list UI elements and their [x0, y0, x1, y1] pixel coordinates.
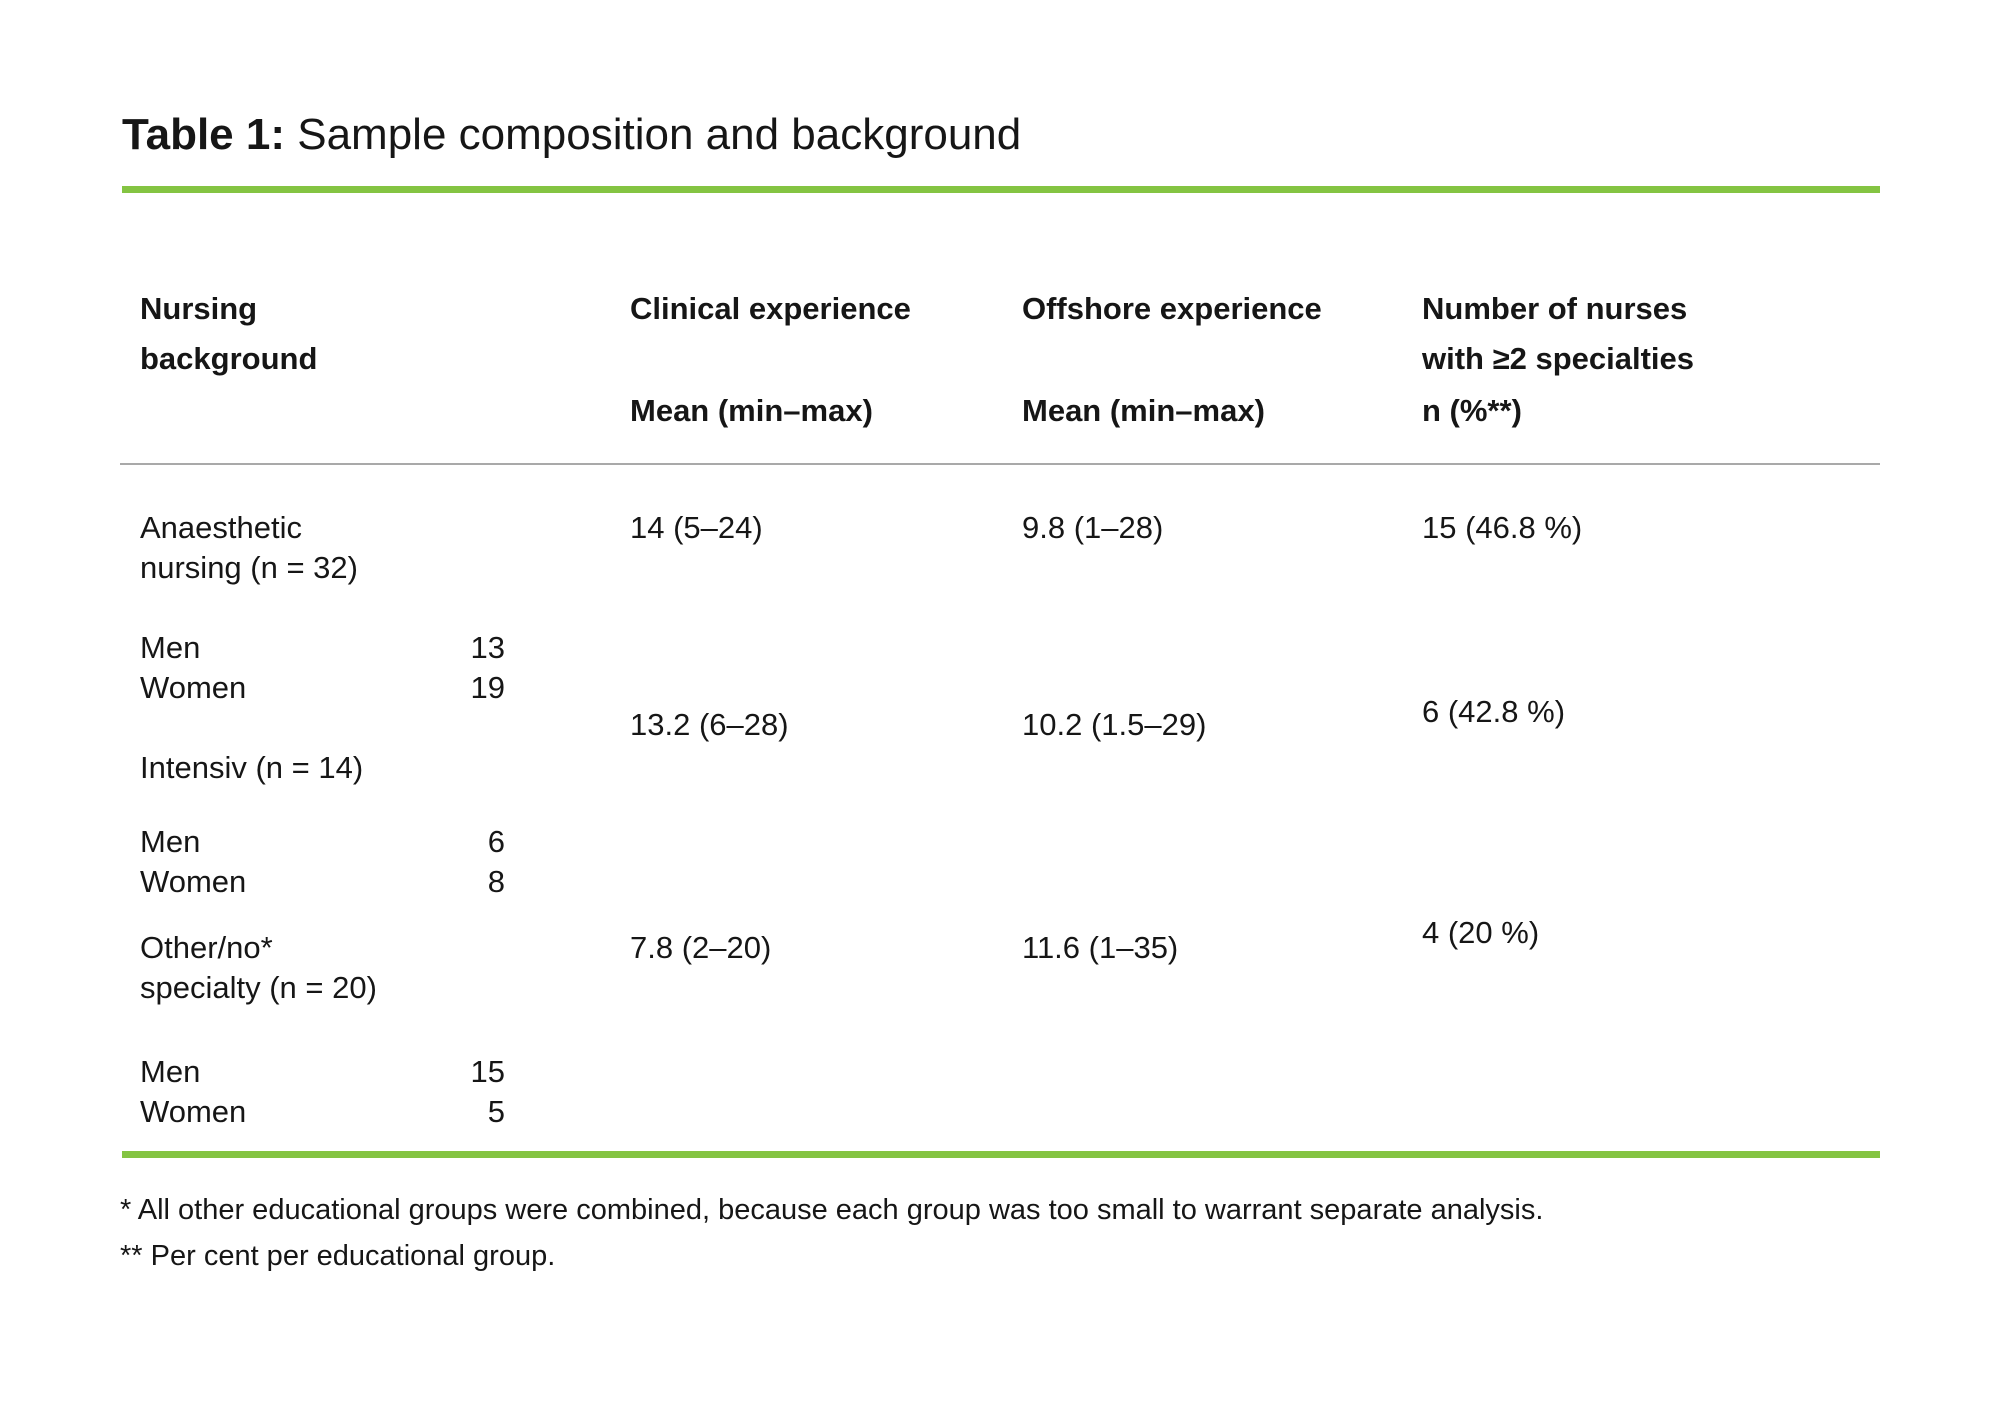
- group1-women-count: 19: [470, 670, 505, 705]
- group3-men-label: Men: [140, 1054, 201, 1089]
- group2-gender-labels: Men Women: [140, 822, 246, 902]
- table-caption-text: Sample composition and background: [285, 110, 1022, 159]
- group3-label-line1: Other/no*: [140, 930, 273, 965]
- group3-specialties-value: 4 (20 %): [1422, 915, 1540, 950]
- group1-gender-labels: Men Women: [140, 628, 246, 708]
- group3-gender-labels: Men Women: [140, 1052, 246, 1132]
- header-clinical-mean: Mean (min–max): [630, 393, 873, 428]
- group1-clinical-value: 14 (5–24): [630, 510, 763, 545]
- header-divider-rule: [120, 463, 1880, 465]
- group3-offshore-value: 11.6 (1–35): [1022, 930, 1179, 965]
- group3-women-label: Women: [140, 1094, 247, 1129]
- group3-gender-counts: 15 5: [375, 1052, 505, 1132]
- top-green-rule: [122, 186, 1880, 193]
- group1-label-line2: nursing (n = 32): [140, 550, 358, 585]
- header-nurses-line2: with ≥2 specialties: [1422, 341, 1695, 376]
- header-nurses-n-pct: n (%**): [1422, 393, 1522, 428]
- header-offshore-experience: Offshore experience: [1022, 291, 1322, 326]
- group1-specialties-value: 15 (46.8 %): [1422, 510, 1583, 545]
- group3-label: Other/no* specialty (n = 20): [140, 928, 377, 1008]
- group1-men-count: 13: [470, 630, 505, 665]
- group2-women-label: Women: [140, 864, 247, 899]
- header-clinical-experience: Clinical experience: [630, 291, 911, 326]
- group1-women-label: Women: [140, 670, 247, 705]
- header-nursing-background: Nursing background: [140, 284, 317, 384]
- group3-men-count: 15: [470, 1054, 505, 1089]
- group3-women-count: 5: [487, 1094, 505, 1129]
- group1-men-label: Men: [140, 630, 201, 665]
- group3-clinical-value: 7.8 (2–20): [630, 930, 772, 965]
- group2-specialties-value: 6 (42.8 %): [1422, 694, 1566, 729]
- group1-label-line1: Anaesthetic: [140, 510, 302, 545]
- group2-gender-counts: 6 8: [375, 822, 505, 902]
- group2-men-label: Men: [140, 824, 201, 859]
- group2-clinical-value: 13.2 (6–28): [630, 707, 789, 742]
- group2-men-count: 6: [487, 824, 505, 859]
- group1-gender-counts: 13 19: [375, 628, 505, 708]
- bottom-green-rule: [122, 1151, 1880, 1158]
- header-nursing-line1: Nursing: [140, 291, 258, 326]
- header-offshore-mean: Mean (min–max): [1022, 393, 1265, 428]
- group1-label: Anaesthetic nursing (n = 32): [140, 508, 358, 588]
- header-nursing-line2: background: [140, 341, 318, 376]
- group1-offshore-value: 9.8 (1–28): [1022, 510, 1164, 545]
- header-number-of-nurses: Number of nurses with ≥2 specialties: [1422, 284, 1694, 384]
- table-caption-number: Table 1:: [122, 110, 286, 159]
- group3-label-line2: specialty (n = 20): [140, 970, 377, 1005]
- group2-offshore-value: 10.2 (1.5–29): [1022, 707, 1207, 742]
- footnote-double-asterisk: ** Per cent per educational group.: [120, 1240, 556, 1272]
- group2-women-count: 8: [487, 864, 505, 899]
- table-caption: Table 1: Sample composition and backgrou…: [122, 110, 1021, 160]
- group2-label: Intensiv (n = 14): [140, 750, 364, 785]
- footnote-asterisk: * All other educational groups were comb…: [120, 1194, 1544, 1226]
- header-nurses-line1: Number of nurses: [1422, 291, 1688, 326]
